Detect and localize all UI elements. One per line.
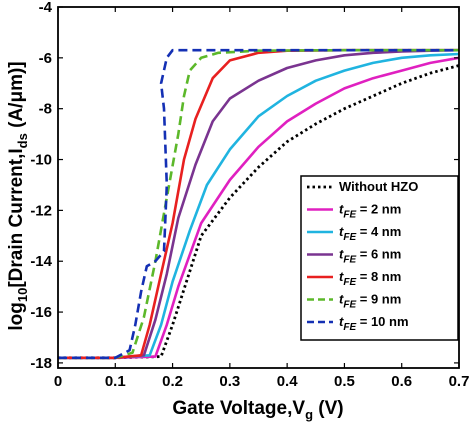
x-tick-label: 0.6 xyxy=(391,373,412,390)
legend-label-5: tFE = 8 nm xyxy=(339,269,401,288)
x-tick-label: 0 xyxy=(54,373,62,390)
legend-label-2: tFE = 2 nm xyxy=(339,202,401,221)
series-line-2 xyxy=(58,56,460,360)
y-tick-label: -6 xyxy=(39,50,52,67)
legend-label-4: tFE = 6 nm xyxy=(339,247,401,266)
y-tick-label: -12 xyxy=(30,202,52,219)
y-tick-label: -14 xyxy=(30,253,52,270)
plot-frame xyxy=(57,6,460,369)
legend-label-6: tFE = 9 nm xyxy=(339,292,401,311)
legend-label-7: tFE = 10 nm xyxy=(339,314,409,333)
y-tick-label: -4 xyxy=(39,0,53,16)
x-tick-label: 0.1 xyxy=(105,373,126,390)
series-line-7 xyxy=(58,48,459,360)
legend-box xyxy=(300,175,459,341)
y-tick-label: -18 xyxy=(30,355,52,372)
legend-label-3: tFE = 4 nm xyxy=(339,224,401,243)
axis-ticks: 0 0.1 0.2 0.3 0.4 0.5 0.6 0.7 -4 -6 -8 -10 -12 -14 -16… xyxy=(30,0,469,390)
plot-lines xyxy=(58,48,460,360)
y-tick-label: -10 xyxy=(30,152,52,169)
x-axis-title: Gate Voltage,Vg (V) xyxy=(172,398,343,422)
legend-label-1: Without HZO xyxy=(339,179,418,194)
x-tick-label: 0.3 xyxy=(219,373,240,390)
y-axis-title: log10[Drain Current,Ids (A/μm)] xyxy=(6,61,30,330)
y-tick-label: -16 xyxy=(30,304,52,321)
series-line-3 xyxy=(58,52,460,360)
x-tick-label: 0.4 xyxy=(277,373,299,390)
y-tick-label: -8 xyxy=(39,101,52,118)
x-tick-label: 0.2 xyxy=(162,373,183,390)
x-tick-label: 0.5 xyxy=(334,373,355,390)
legend: Without HZO tFE = 2 nm tFE = 4 nm tFE = 6 n… xyxy=(300,175,459,341)
series-line-4 xyxy=(58,48,460,360)
x-tick-label: 0.7 xyxy=(449,373,470,390)
